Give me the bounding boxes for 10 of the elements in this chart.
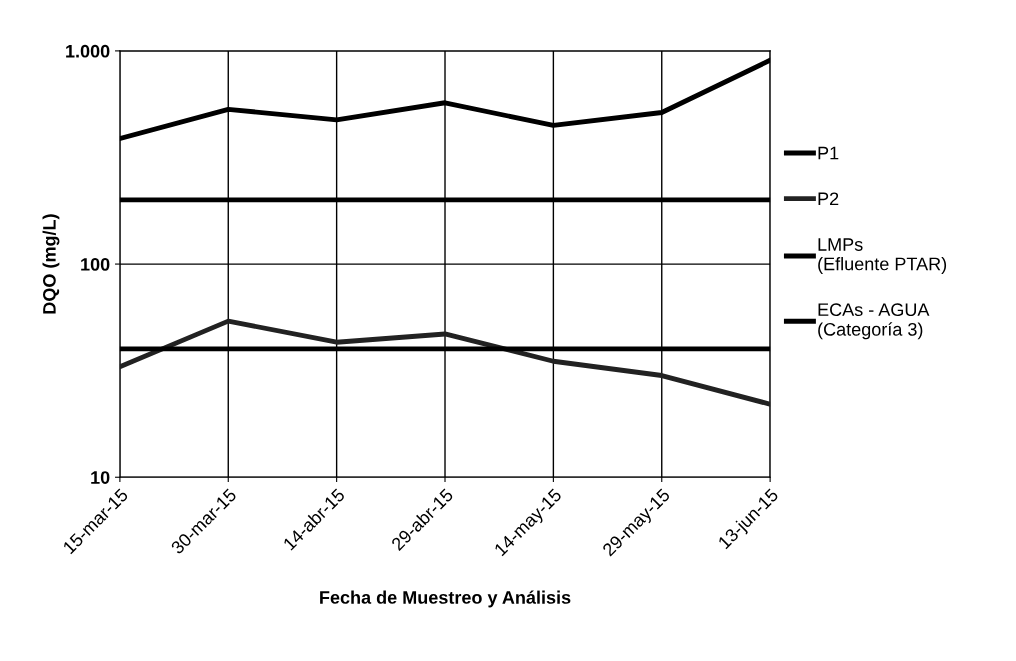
y-tick-label: 100	[81, 258, 110, 271]
y-axis-title: DQO (mg/L)	[42, 214, 60, 314]
line-series	[119, 318, 771, 407]
legend-label: LMPs (Efluente PTAR)	[818, 238, 947, 274]
y-tick-label: 10	[91, 471, 110, 484]
x-axis-title: Fecha de Muestreo y Análisis	[320, 590, 571, 608]
legend-label: P1	[818, 146, 839, 160]
y-tick-label: 1.000	[66, 44, 110, 58]
legend-label: P2	[818, 192, 839, 205]
legend-label: ECAs - AGUA (Categoría 3)	[818, 303, 930, 340]
